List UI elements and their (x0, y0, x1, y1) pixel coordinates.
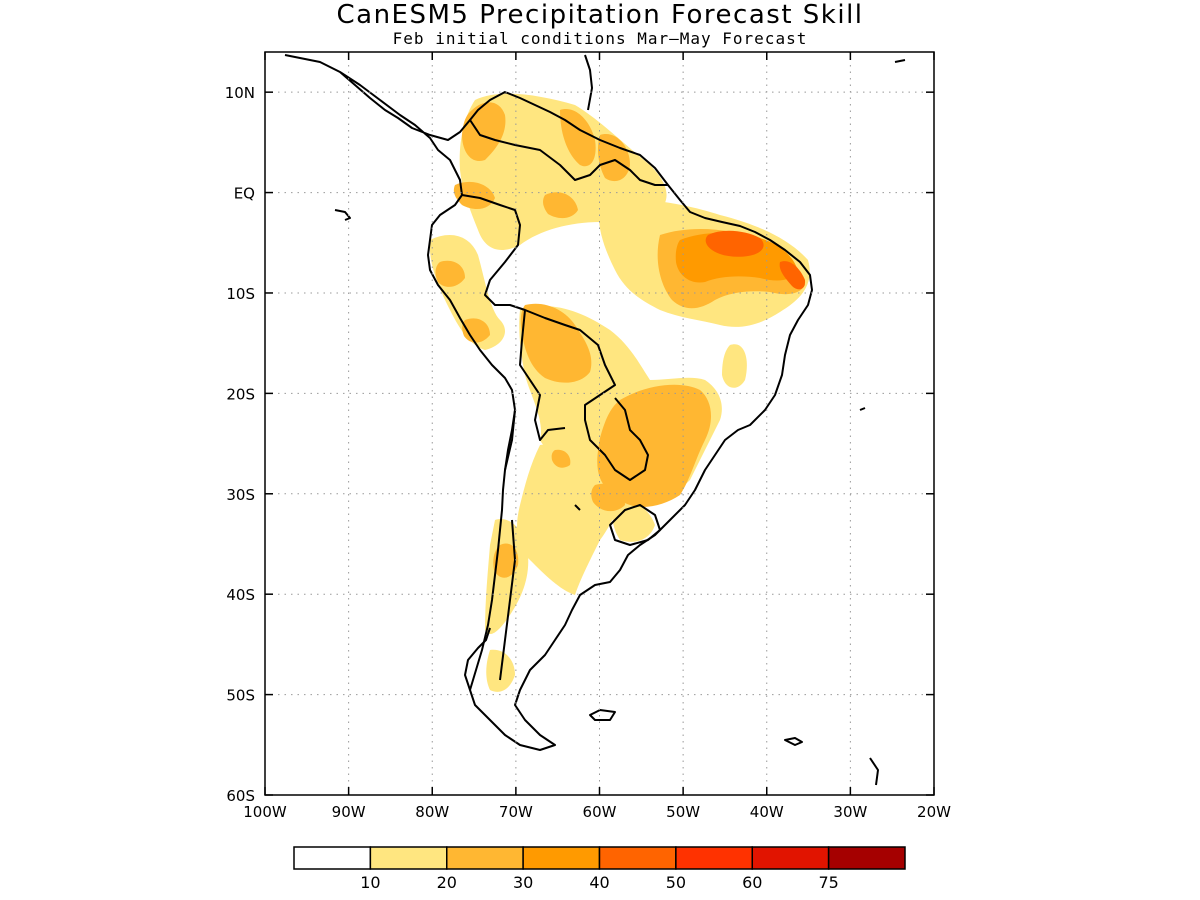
axis-ticks (264, 52, 935, 796)
lon-tick-label: 50W (666, 803, 700, 821)
colorbar-label: 60 (742, 873, 762, 892)
shade-level-40-50 (705, 230, 806, 290)
lat-tick-label: 20S (226, 385, 255, 403)
lon-tick-label: 30W (833, 803, 867, 821)
lat-tick-label: 60S (226, 787, 255, 805)
latitude-axis-labels: 10N EQ 10S 20S 30S 40S 50S 60S (225, 84, 255, 805)
colorbar-label: 20 (437, 873, 457, 892)
colorbar-swatch (522, 846, 601, 870)
colorbar-label: 50 (666, 873, 686, 892)
lon-tick-label: 100W (243, 803, 287, 821)
lon-tick-label: 60W (583, 803, 617, 821)
map-subtitle: Feb initial conditions Mar—May Forecast (392, 29, 808, 48)
lat-tick-label: 10N (225, 84, 255, 102)
coastlines (284, 54, 906, 786)
lat-tick-label: 40S (226, 586, 255, 604)
lon-tick-label: 20W (917, 803, 951, 821)
map-grid (265, 52, 934, 795)
lon-tick-label: 40W (750, 803, 784, 821)
lon-tick-label: 90W (332, 803, 366, 821)
map-title: CanESM5 Precipitation Forecast Skill (336, 0, 864, 30)
colorbar-swatch (751, 846, 830, 870)
shade-level-30-40 (675, 232, 798, 283)
colorbar-swatch (446, 846, 524, 870)
colorbar-swatch (293, 846, 372, 870)
lon-tick-label: 80W (415, 803, 449, 821)
lat-tick-label: 10S (226, 285, 255, 303)
colorbar-swatch (675, 846, 753, 870)
colorbar (293, 846, 906, 870)
colorbar-swatch (827, 846, 906, 870)
colorbar-label: 75 (818, 873, 838, 892)
lon-tick-label: 70W (499, 803, 533, 821)
lat-tick-label: 50S (226, 687, 255, 705)
lat-tick-label: EQ (234, 185, 255, 203)
colorbar-label: 30 (513, 873, 533, 892)
colorbar-swatch (369, 846, 448, 870)
longitude-axis-labels: 100W 90W 80W 70W 60W 50W 40W 30W 20W (243, 803, 951, 821)
lat-tick-label: 30S (226, 486, 255, 504)
colorbar-swatch (598, 846, 677, 870)
shade-level-10-20 (429, 93, 810, 692)
skill-shading (429, 93, 810, 692)
colorbar-label: 10 (360, 873, 380, 892)
colorbar-labels: 10 20 30 40 50 60 75 (360, 873, 839, 892)
colorbar-label: 40 (589, 873, 609, 892)
